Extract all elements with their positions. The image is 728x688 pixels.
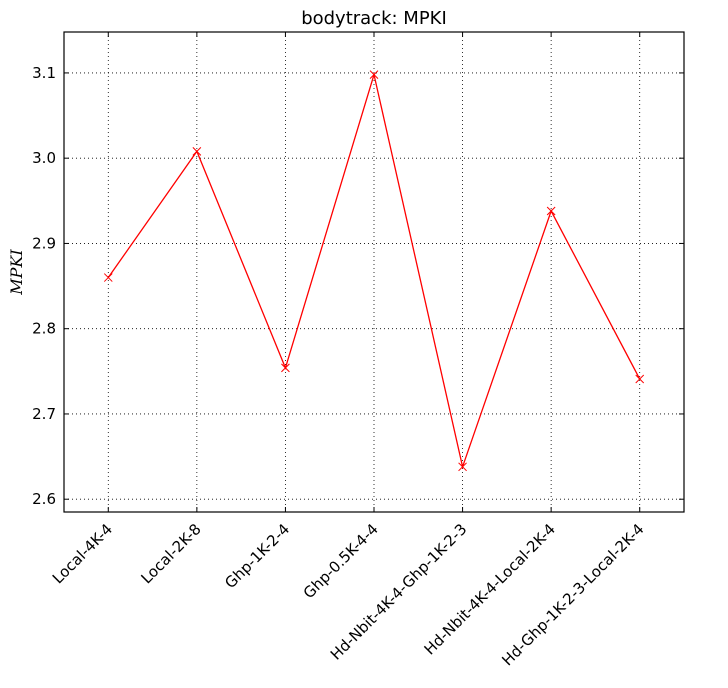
data-point-marker [635,374,645,384]
x-tick-label: Local-2K-8 [137,520,204,587]
y-tick-label: 2.7 [32,405,56,423]
x-tick-label: Ghp-1K-2-4 [221,520,293,592]
y-tick-label: 2.9 [32,234,56,252]
chart-title: bodytrack: MPKI [301,8,447,29]
series-line [107,72,641,470]
y-tick-label: 3.1 [32,64,56,82]
data-point-marker [103,273,113,282]
data-point-marker [546,206,556,216]
data-point-marker [458,462,467,472]
y-axis-label: MPKI [7,249,26,296]
series-layer [103,70,645,472]
data-point-marker [192,147,202,156]
x-tick-label: Hd-Ghp-1K-2-3-Local-2K-4 [498,520,647,669]
data-point-marker [369,70,379,79]
y-tick-label: 2.6 [32,490,56,508]
data-point-marker [281,363,290,373]
x-tick-label: Local-4K-4 [49,520,116,587]
y-tick-label: 2.8 [32,320,56,338]
y-tick-label: 3.0 [32,149,56,167]
grid-layer [64,32,684,512]
x-tick-label: Ghp-0.5K-4-4 [300,520,382,602]
